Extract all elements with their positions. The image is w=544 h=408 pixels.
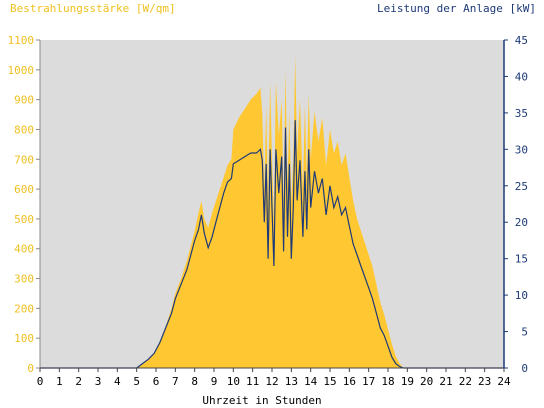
- left-tick-label: 0: [27, 362, 34, 375]
- left-tick-label: 900: [14, 94, 34, 107]
- x-tick-label: 18: [381, 375, 394, 388]
- x-axis-label: Uhrzeit in Stunden: [202, 394, 321, 407]
- left-tick-label: 200: [14, 302, 34, 315]
- left-tick-label: 1100: [8, 34, 35, 47]
- x-tick-label: 22: [459, 375, 472, 388]
- x-tick-label: 5: [133, 375, 140, 388]
- right-axis-title: Leistung der Anlage [kW]: [377, 2, 536, 15]
- right-tick-label: 0: [521, 362, 528, 375]
- x-tick-label: 19: [401, 375, 414, 388]
- left-tick-label: 600: [14, 183, 34, 196]
- x-tick-label: 7: [172, 375, 179, 388]
- x-tick-label: 10: [227, 375, 240, 388]
- right-tick-label: 45: [515, 34, 528, 47]
- right-tick-label: 40: [515, 70, 528, 83]
- x-tick-label: 4: [114, 375, 121, 388]
- x-tick-label: 2: [75, 375, 82, 388]
- left-tick-label: 400: [14, 243, 34, 256]
- left-tick-label: 800: [14, 123, 34, 136]
- right-tick-label: 30: [515, 143, 528, 156]
- x-tick-label: 14: [304, 375, 318, 388]
- right-tick-label: 15: [515, 253, 528, 266]
- left-axis-title: Bestrahlungsstärke [W/qm]: [10, 2, 176, 15]
- left-tick-label: 1000: [8, 64, 35, 77]
- left-tick-label: 100: [14, 332, 34, 345]
- x-tick-label: 23: [478, 375, 491, 388]
- x-tick-label: 0: [37, 375, 44, 388]
- left-tick-label: 700: [14, 153, 34, 166]
- x-tick-label: 15: [323, 375, 336, 388]
- x-tick-label: 3: [95, 375, 102, 388]
- x-tick-label: 13: [285, 375, 298, 388]
- x-tick-label: 21: [439, 375, 452, 388]
- x-tick-label: 8: [191, 375, 198, 388]
- x-tick-label: 6: [153, 375, 160, 388]
- right-tick-label: 35: [515, 107, 528, 120]
- power-line: [40, 120, 504, 369]
- right-tick-label: 5: [521, 326, 528, 339]
- x-tick-label: 24: [497, 375, 511, 388]
- right-tick-label: 20: [515, 216, 528, 229]
- x-tick-label: 1: [56, 375, 63, 388]
- x-tick-label: 17: [362, 375, 375, 388]
- x-tick-label: 12: [265, 375, 278, 388]
- left-tick-label: 300: [14, 273, 34, 286]
- left-tick-label: 500: [14, 213, 34, 226]
- x-tick-label: 20: [420, 375, 433, 388]
- x-tick-label: 11: [246, 375, 259, 388]
- x-tick-label: 16: [343, 375, 356, 388]
- right-tick-label: 25: [515, 180, 528, 193]
- right-tick-label: 10: [515, 289, 528, 302]
- x-tick-label: 9: [211, 375, 218, 388]
